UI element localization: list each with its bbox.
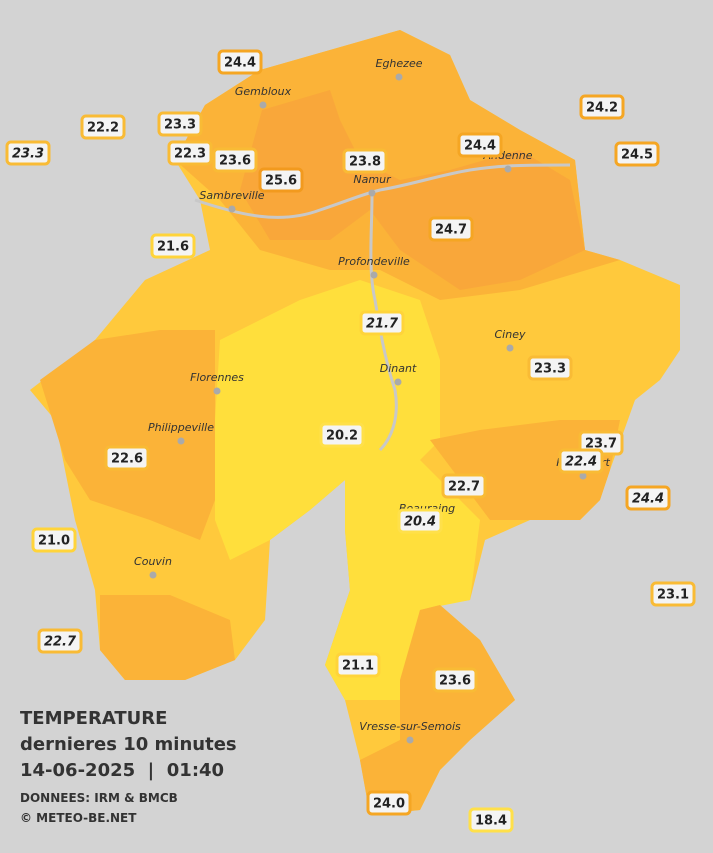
station-box (650, 581, 696, 607)
town-name: Profondeville (338, 255, 410, 268)
caption-subtitle: dernieres 10 minutes (20, 734, 237, 755)
town-name: Vresse-sur-Semois (359, 720, 461, 733)
station-value: 24.7 (435, 223, 467, 238)
station-value: 23.3 (534, 362, 566, 377)
station-box (432, 667, 478, 693)
station-box (258, 167, 304, 193)
station-value: 21.1 (342, 659, 374, 674)
town-dot (368, 189, 376, 197)
town-name: Ciney (495, 328, 526, 341)
station-box (37, 628, 83, 654)
station-box (359, 310, 405, 336)
caption-title: TEMPERATURE (20, 708, 167, 729)
river (194, 163, 571, 452)
town-dot (504, 165, 512, 173)
station-box (157, 111, 203, 137)
station-value: 21.6 (157, 240, 189, 255)
station-value: 20.2 (326, 429, 358, 444)
station-value: 21.7 (366, 317, 399, 332)
town-dot (370, 271, 378, 279)
town-dot (579, 472, 587, 480)
station-value: 23.3 (164, 118, 196, 133)
station-value: 24.4 (224, 56, 256, 71)
station-box (441, 473, 487, 499)
station-value: 24.2 (586, 101, 618, 116)
station-box (217, 49, 263, 75)
zone-orange-west (40, 330, 215, 540)
town-name: Couvin (134, 555, 172, 568)
station-value: 22.7 (44, 635, 77, 650)
station-box (558, 448, 604, 474)
station-box (457, 132, 503, 158)
station-value: 24.4 (632, 492, 664, 507)
station-box (397, 508, 443, 534)
station-box (428, 216, 474, 242)
zone-orange-south (360, 605, 515, 815)
station-value: 21.0 (38, 534, 70, 549)
station-box (5, 140, 51, 166)
station-value: 25.6 (265, 174, 297, 189)
station-box (104, 445, 150, 471)
station-box (468, 807, 514, 833)
station-box (625, 485, 671, 511)
town-dot (213, 387, 221, 395)
town-name: Namur (353, 173, 392, 186)
station-value: 23.1 (657, 588, 689, 603)
station-value: 23.6 (219, 154, 251, 169)
town-dot (406, 736, 414, 744)
town-dot (149, 571, 157, 579)
station-value: 23.7 (585, 437, 617, 452)
caption-source: DONNEES: IRM & BMCB (20, 791, 178, 805)
station-box (366, 790, 412, 816)
station-value: 24.4 (464, 139, 496, 154)
towns: EghezeeGemblouxAndenneNamurSambrevillePr… (134, 57, 610, 744)
station-value: 24.5 (621, 148, 653, 163)
station-value: 23.3 (12, 147, 44, 162)
station-box (342, 148, 388, 174)
station-value: 20.4 (404, 515, 436, 530)
station-value: 24.0 (373, 797, 405, 812)
station-value: 22.7 (448, 480, 480, 495)
station-value: 22.3 (174, 147, 206, 162)
zone-orange-dark (240, 90, 585, 290)
station-box (80, 114, 126, 140)
town-dot (259, 101, 267, 109)
station-box (31, 527, 77, 553)
town-name: Philippeville (148, 421, 214, 434)
station-value: 22.4 (565, 455, 597, 470)
station-box (212, 147, 258, 173)
station-box (579, 94, 625, 120)
town-name: Florennes (190, 371, 244, 384)
station-box (335, 652, 381, 678)
station-value: 23.8 (349, 155, 381, 170)
zone-yellow (215, 280, 480, 700)
town-name: Sambreville (199, 189, 264, 202)
station-value: 18.4 (475, 814, 507, 829)
town-name: Dinant (380, 362, 417, 375)
station-value: 23.6 (439, 674, 471, 689)
station-value: 22.6 (111, 452, 143, 467)
caption-datetime: 14-06-2025 | 01:40 (20, 760, 224, 781)
town-name: Gembloux (235, 85, 292, 98)
town-dot (228, 205, 236, 213)
station-box (150, 233, 196, 259)
station-labels: 24.4 22.2 23.3 23.3 22.3 23.6 25.6 23.8 24.4 24.2… (5, 49, 696, 833)
station-value: 22.2 (87, 121, 119, 136)
station-box (167, 140, 213, 166)
town-name: Eghezee (376, 57, 423, 70)
town-dot (395, 73, 403, 81)
station-box (614, 141, 660, 167)
town-dot (177, 437, 185, 445)
town-dot (506, 344, 514, 352)
zone-orange-sw (100, 595, 235, 680)
town-dot (394, 378, 402, 386)
station-box (319, 422, 365, 448)
caption-credit: © METEO-BE.NET (20, 811, 137, 825)
station-box (527, 355, 573, 381)
